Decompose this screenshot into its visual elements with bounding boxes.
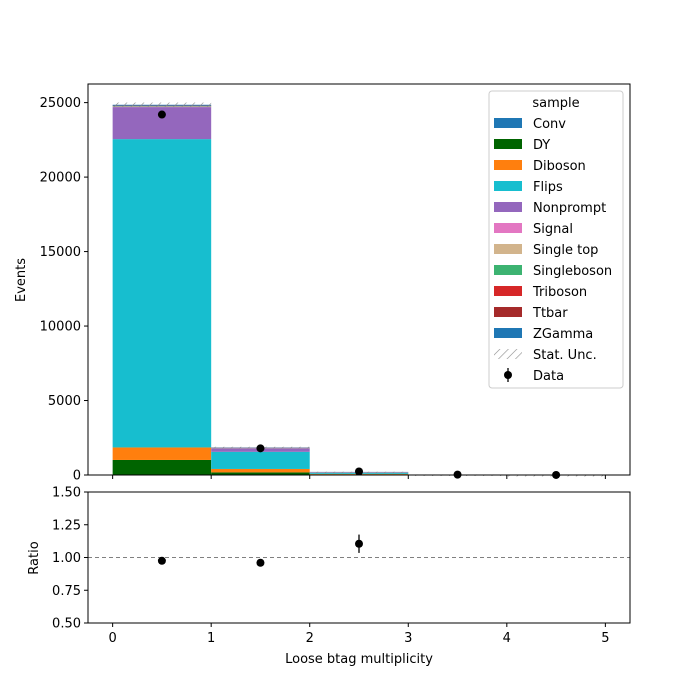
legend-swatch-conv [494,118,522,128]
legend-swatch-flips [494,181,522,191]
legend-swatch-stat-unc [494,349,522,359]
legend-label-dy: DY [533,138,550,153]
main-plot: 0 5000 10000 15000 20000 25000 Events sample … [14,83,631,484]
legend-label-diboson: Diboson [533,159,586,174]
main-y-tick-label: 10000 [40,320,81,335]
main-y-tick-label: 0 [73,469,81,484]
bar-flips [112,139,212,448]
legend-title: sample [532,96,579,111]
main-y-tick-label: 20000 [40,171,81,186]
ratio-y-tick-label: 0.75 [52,584,81,599]
bar-dy [211,472,310,475]
main-x-ticks [112,475,606,479]
ratio-y-tick-label: 0.50 [52,617,81,632]
legend-swatch-zgamma [494,328,522,338]
x-tick-label: 1 [207,631,215,646]
legend-swatch-single-top [494,244,522,254]
legend-label-single-top: Single top [533,243,598,258]
main-y-tick-label: 15000 [40,245,81,260]
legend-label-ttbar: Ttbar [532,306,568,321]
legend-label-stat-unc: Stat. Unc. [533,348,597,363]
legend-items: Conv DY Diboson Flips Nonprompt Signal Single … [494,117,612,384]
legend-label-conv: Conv [533,117,566,132]
x-tick-label: 0 [108,631,116,646]
data-point [256,444,265,453]
ratio-points [157,534,363,567]
ratio-plot-area [88,492,630,623]
legend-swatch-signal [494,223,522,233]
x-tick-label: 2 [306,631,314,646]
legend-label-nonprompt: Nonprompt [533,201,606,216]
ratio-point [157,556,166,565]
ratio-point [355,539,363,548]
legend-swatch-singleboson [494,265,522,275]
ratio-y-tick-label: 1.00 [52,551,81,566]
legend-swatch-diboson [494,160,522,170]
ratio-y-axis-label: Ratio [27,541,42,574]
ratio-x-axis: 0 1 2 3 4 5 [108,623,610,646]
stacked-bars [112,104,606,475]
bar-dy [112,459,212,475]
x-axis-label: Loose btag multiplicity [285,652,433,667]
legend-label-data: Data [533,369,564,384]
main-plot-frame [87,83,631,476]
ratio-plot: 0.50 0.75 1.00 1.25 1.50 0 1 2 3 4 5 Ratio Loose … [27,486,631,667]
legend-label-triboson: Triboson [532,285,587,300]
data-point [157,110,166,119]
legend-swatch-nonprompt [494,202,522,212]
main-y-tick-label: 5000 [48,394,81,409]
legend-swatch-ttbar [494,307,522,317]
bar-flips [211,451,310,469]
ratio-y-tick-label: 1.50 [52,486,81,501]
x-tick-label: 5 [601,631,609,646]
main-y-tick-label: 25000 [40,96,81,111]
main-y-axis-label: Events [14,258,29,302]
legend-label-singleboson: Singleboson [533,264,612,279]
legend-label-zgamma: ZGamma [533,327,593,342]
stat-unc-band [112,102,212,108]
bar-diboson [211,468,310,473]
legend-label-signal: Signal [533,222,573,237]
legend-box [488,90,624,389]
legend-swatch-triboson [494,286,522,296]
ratio-y-axis: 0.50 0.75 1.00 1.25 1.50 [52,486,88,632]
legend-swatch-dy [494,139,522,149]
main-y-axis: 0 5000 10000 15000 20000 25000 [40,96,88,484]
data-point [355,467,363,476]
legend-swatch-data [504,371,512,379]
legend-label-flips: Flips [533,180,563,195]
x-tick-label: 4 [503,631,511,646]
ratio-point [256,558,265,567]
x-tick-label: 3 [404,631,412,646]
legend: sample Conv DY Diboson Flips Nonprompt Signal… [488,90,624,389]
ratio-y-tick-label: 1.25 [52,518,81,533]
bar-diboson [112,447,212,460]
